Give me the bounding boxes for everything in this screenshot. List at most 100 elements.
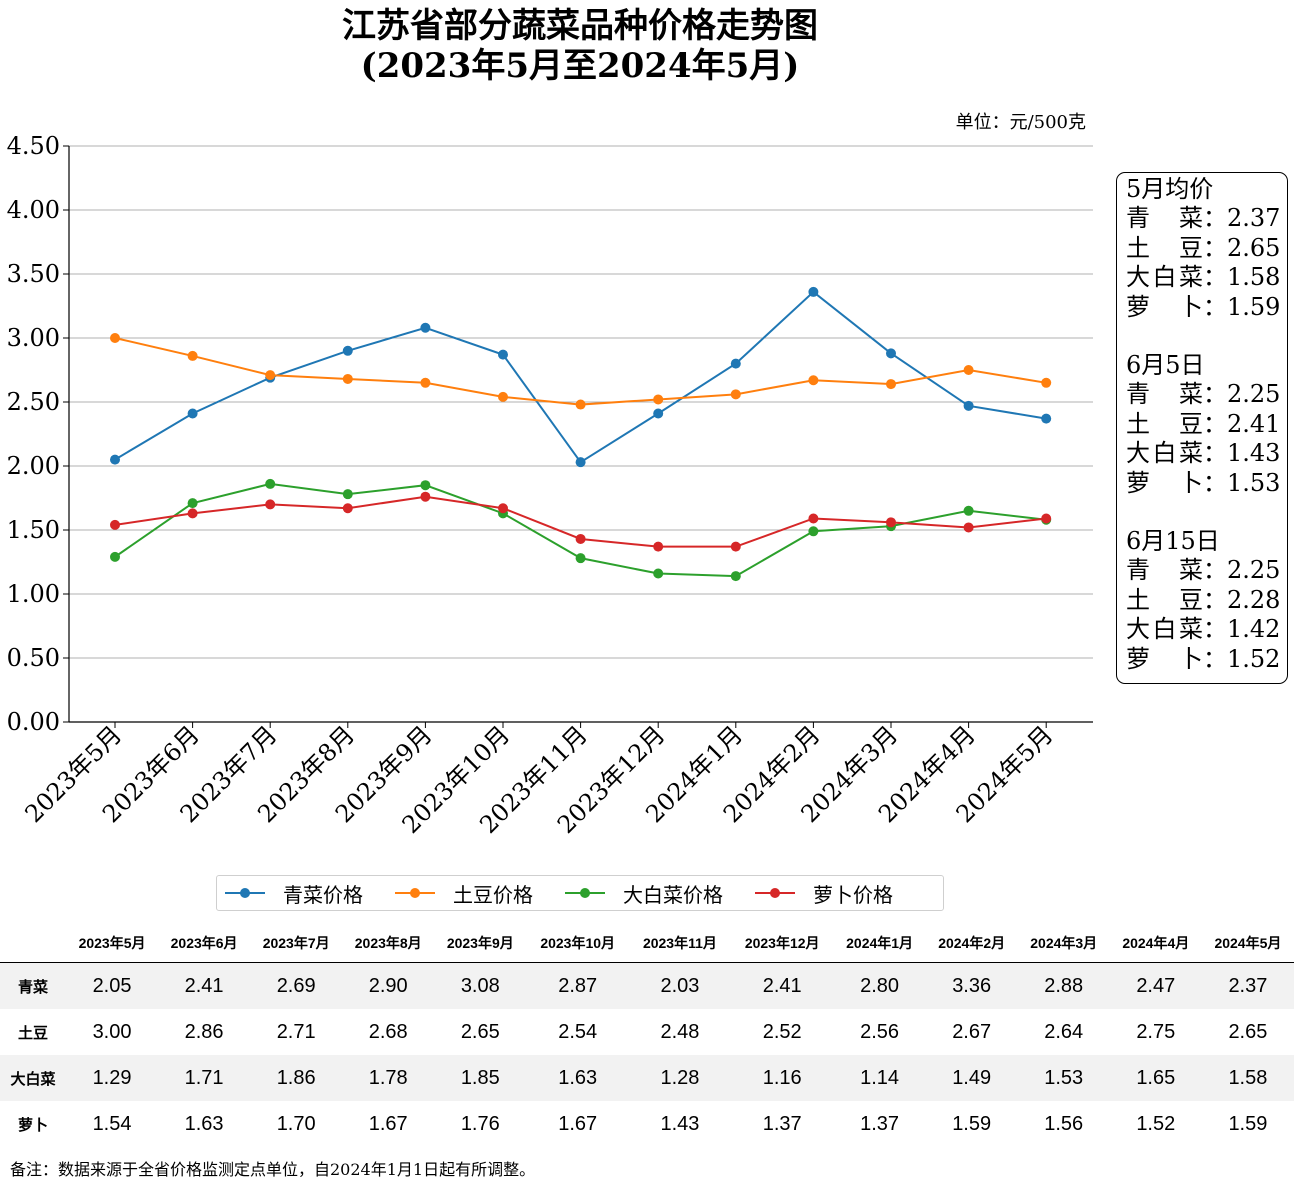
data-point <box>886 348 896 359</box>
data-point <box>886 379 896 390</box>
info-row: 大白菜：1.43 <box>1126 439 1287 468</box>
table-cell: 2.64 <box>1044 1020 1084 1043</box>
table-cell: 1.63 <box>558 1066 598 1089</box>
data-point <box>420 322 431 333</box>
table-cell: 2.47 <box>1136 974 1176 997</box>
info-row: 青菜：2.37 <box>1126 204 1287 233</box>
legend-swatch <box>395 888 435 898</box>
table-header-cell: 2024年1月 <box>846 935 914 951</box>
data-point <box>963 400 974 411</box>
line-chart: 0.00 0.50 1.00 1.50 2.00 2.50 3.00 3.50 4.00 4.50… <box>7 132 1093 839</box>
info-row-colon: ： <box>1203 615 1227 644</box>
info-row-colon: ： <box>1203 263 1227 292</box>
info-row-name: 萝卜 <box>1126 468 1203 497</box>
y-tick-label: 3.00 <box>7 324 60 352</box>
data-point <box>808 526 819 537</box>
data-point <box>420 480 431 491</box>
table-cell: 1.86 <box>276 1066 316 1089</box>
data-point <box>498 391 508 402</box>
table-header-cell: 2024年5月 <box>1214 935 1282 951</box>
table-cell: 1.28 <box>660 1066 700 1089</box>
data-point <box>187 408 198 419</box>
series-line <box>114 290 1047 464</box>
info-row-colon: ： <box>1203 439 1227 468</box>
legend-label: 青菜价格 <box>283 882 363 907</box>
data-point <box>575 533 586 544</box>
legend-label: 土豆价格 <box>453 882 533 907</box>
info-row-name: 大白菜 <box>1126 263 1203 292</box>
y-tick-label: 2.50 <box>7 388 60 416</box>
table-cell: 2.48 <box>660 1020 700 1043</box>
info-row-colon: ： <box>1203 204 1227 233</box>
series-layer <box>110 286 1052 582</box>
table-cell: 2.71 <box>276 1020 316 1043</box>
data-point <box>420 491 431 502</box>
info-row-colon: ： <box>1203 556 1227 585</box>
data-point <box>730 358 741 369</box>
table-row-label: 大白菜 <box>10 1070 56 1088</box>
info-group-title: 5月均价 <box>1126 175 1214 203</box>
info-row: 大白菜：1.42 <box>1126 615 1287 644</box>
chart-title-line1: 江苏省部分蔬菜品种价格走势图 <box>342 6 818 46</box>
data-point <box>342 489 353 500</box>
series-line <box>114 337 1047 406</box>
table-cell: 1.76 <box>460 1112 500 1135</box>
table-cell: 1.58 <box>1228 1066 1268 1089</box>
info-row-value: 2.41 <box>1227 409 1281 438</box>
info-row: 青菜：2.25 <box>1126 556 1287 585</box>
data-point <box>730 389 741 400</box>
price-info-box: 5月均价 青菜：2.37 土豆：2.65 大白菜：1.58 萝卜：1.59 6月5日 青菜：… <box>1116 172 1288 684</box>
y-tick-label: 3.50 <box>7 260 60 288</box>
table-cell: 1.67 <box>558 1112 598 1135</box>
y-tick-label: 2.00 <box>7 452 60 480</box>
info-group: 6月15日 青菜：2.25 土豆：2.28 大白菜：1.42 萝卜：1.52 <box>1126 527 1287 674</box>
data-point <box>342 345 353 356</box>
data-point <box>265 499 276 510</box>
table-cell: 1.56 <box>1044 1112 1084 1135</box>
table-cell: 2.69 <box>276 974 316 997</box>
info-row-name: 青菜 <box>1126 556 1203 585</box>
data-point <box>653 394 664 405</box>
chart-title-line2: (2023年5月至2024年5月) <box>360 46 800 86</box>
data-point <box>498 503 508 514</box>
table-cell: 1.59 <box>1228 1112 1268 1135</box>
table-corner-cell <box>0 924 66 963</box>
table-header-cell: 2023年11月 <box>642 935 717 951</box>
table-cell: 1.70 <box>276 1112 316 1135</box>
data-point <box>808 286 819 297</box>
y-tick-label: 1.00 <box>7 580 60 608</box>
info-row-value: 2.25 <box>1227 380 1281 409</box>
info-group-title: 6月15日 <box>1126 527 1220 556</box>
data-point <box>730 571 741 582</box>
table-body: 青菜 2.05 2.41 2.69 2.90 3.08 2.87 2.03 2.41 2.80 3.… <box>0 962 1294 1148</box>
info-row-value: 2.28 <box>1227 585 1281 614</box>
table-header-cell: 2024年3月 <box>1030 935 1098 951</box>
table-cell: 1.43 <box>660 1112 700 1135</box>
info-row-name: 土豆 <box>1126 585 1203 614</box>
data-point <box>187 350 198 361</box>
table-row: 青菜 2.05 2.41 2.69 2.90 3.08 2.87 2.03 2.41 2.80 3.… <box>0 962 1294 1009</box>
table-cell: 3.00 <box>92 1020 132 1043</box>
table-header-cell: 2023年7月 <box>262 935 330 951</box>
data-point <box>653 541 664 552</box>
data-point <box>653 408 664 419</box>
y-tick-label: 1.50 <box>7 516 60 544</box>
info-row-value: 1.52 <box>1227 644 1281 673</box>
info-row-colon: ： <box>1203 644 1227 673</box>
table-header-cell: 2023年9月 <box>446 935 514 951</box>
table-cell: 2.05 <box>92 974 132 997</box>
table-cell: 2.65 <box>1228 1020 1268 1043</box>
series-1 <box>110 333 1052 410</box>
info-row: 萝卜：1.52 <box>1126 645 1287 674</box>
info-group: 6月5日 青菜：2.25 土豆：2.41 大白菜：1.43 萝卜：1.53 <box>1126 351 1287 498</box>
info-row: 萝卜：1.53 <box>1126 469 1287 498</box>
table-header-row: 2023年5月 2023年6月 2023年7月 2023年8月 2023年9月 2023年… <box>0 924 1294 963</box>
info-row-colon: ： <box>1203 585 1227 614</box>
table-row-label: 萝卜 <box>17 1116 48 1134</box>
info-row-name: 萝卜 <box>1126 292 1203 321</box>
info-row-colon: ： <box>1203 380 1227 409</box>
series-3 <box>110 491 1052 552</box>
price-table: 2023年5月 2023年6月 2023年7月 2023年8月 2023年9月 2023年… <box>0 924 1294 1147</box>
info-row-value: 2.65 <box>1227 233 1281 262</box>
chart-title: 江苏省部分蔬菜品种价格走势图 (2023年5月至2024年5月) <box>0 6 1160 86</box>
